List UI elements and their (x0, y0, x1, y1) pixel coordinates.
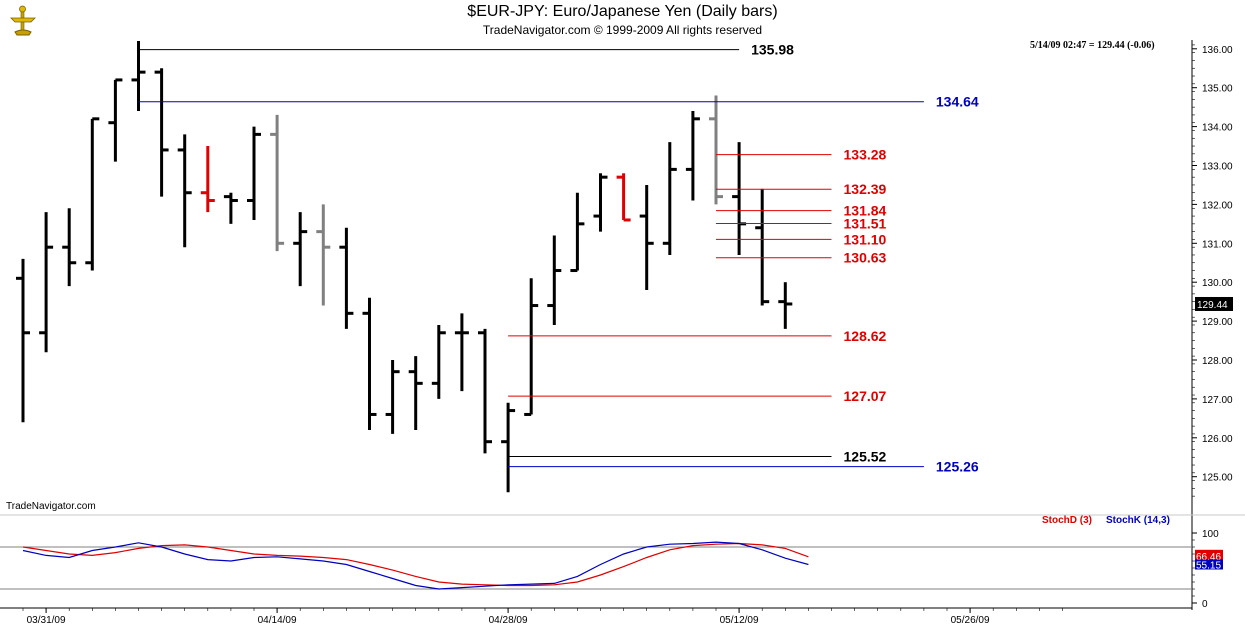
stoch-tick-label: 0 (1202, 599, 1208, 610)
x-tick-label: 05/26/09 (951, 615, 990, 626)
price-bars: 129.44 (16, 41, 1233, 493)
y-tick-label: 130.00 (1202, 278, 1233, 289)
price-level-label: 128.62 (844, 328, 887, 344)
legend-stochd: StochD (3) (1042, 515, 1092, 526)
stochk-last-box (1195, 559, 1223, 570)
x-tick-label: 04/28/09 (489, 615, 528, 626)
x-tick-label: 03/31/09 (27, 615, 66, 626)
x-tick-label: 04/14/09 (258, 615, 297, 626)
stochd-line (22, 542, 809, 587)
y-tick-label: 127.00 (1202, 395, 1233, 406)
y-tick-label: 135.00 (1202, 84, 1233, 95)
trade-navigator-logo-icon (10, 5, 36, 36)
y-tick-label: 128.00 (1202, 356, 1233, 367)
chart-title: $EUR-JPY: Euro/Japanese Yen (Daily bars) (467, 3, 778, 20)
stochk-line (22, 541, 809, 590)
quote-stamp: 5/14/09 02:47 = 129.44 (-0.06) (1030, 40, 1155, 51)
price-level-label: 125.26 (936, 459, 979, 475)
legend-stochk: StochK (14,3) (1106, 515, 1170, 526)
y-tick-label: 131.00 (1202, 239, 1233, 250)
price-level-label: 134.64 (936, 94, 979, 110)
price-level-label: 131.84 (844, 203, 887, 219)
price-level-label: 125.52 (844, 448, 887, 464)
y-tick-label: 126.00 (1202, 434, 1233, 445)
stoch-tick-label: 100 (1202, 529, 1219, 540)
y-tick-label: 132.00 (1202, 200, 1233, 211)
y-tick-label: 134.00 (1202, 123, 1233, 134)
price-level-label: 130.63 (844, 250, 887, 266)
stochd-last-box (1195, 549, 1223, 562)
stochk-last-label: 55.15 (1196, 561, 1221, 572)
price-level-label: 131.51 (844, 215, 887, 231)
y-tick-label: 136.00 (1202, 45, 1233, 56)
x-tick-label: 05/12/09 (720, 615, 759, 626)
y-tick-label: 129.00 (1202, 317, 1233, 328)
price-level-label: 131.10 (844, 231, 887, 247)
price-level-label: 132.39 (844, 181, 887, 197)
last-price-box (1195, 296, 1233, 311)
y-tick-label: 133.00 (1202, 162, 1233, 173)
y-tick-label: 125.00 (1202, 473, 1233, 484)
watermark-label: TradeNavigator.com (6, 501, 96, 512)
last-price-label: 129.44 (1197, 300, 1228, 311)
price-level-label: 127.07 (844, 388, 887, 404)
price-axis: 136.00 135.00 134.00 133.00 132.00 131.00 130.… (1192, 44, 1233, 497)
price-levels: 135.98 134.64 133.28 132.39 131.84131.51131.… (138, 42, 979, 475)
chart-subtitle: TradeNavigator.com © 1999-2009 All right… (482, 23, 763, 37)
price-level-label: 133.28 (844, 147, 887, 163)
date-axis: 03/31/09 04/14/09 04/28/09 05/12/09 05/26/09 (0, 607, 1192, 626)
price-level-label: 135.98 (751, 42, 794, 58)
stochd-last-label: 66.46 (1196, 552, 1221, 563)
